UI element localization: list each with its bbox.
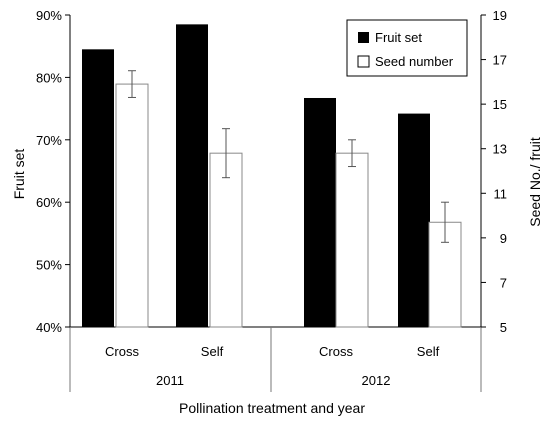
- y2-tick-label: 17: [493, 53, 507, 68]
- bars: [82, 24, 462, 328]
- y-tick-label: 40%: [36, 320, 62, 335]
- bar-seed-number: [115, 83, 149, 328]
- y2-axis-label: Seed No./ fruit: [527, 137, 543, 227]
- y-axis-label: Fruit set: [11, 149, 27, 200]
- y2-tick-label: 7: [500, 275, 507, 290]
- y2-tick-label: 5: [500, 320, 507, 335]
- category-label: Self: [201, 344, 224, 359]
- category-label: Self: [417, 344, 440, 359]
- category-label: Cross: [105, 344, 139, 359]
- x-axis-label: Pollination treatment and year: [179, 400, 365, 416]
- y-tick-label: 70%: [36, 133, 62, 148]
- y-tick-label: 60%: [36, 195, 62, 210]
- category-label: Cross: [319, 344, 353, 359]
- group-label: 2011: [156, 373, 184, 388]
- y2-tick-label: 9: [500, 231, 507, 246]
- ticks: 40% 50% 60% 70% 80% 90% 5 7 9 11 13 15 17 19 Cross Self…: [36, 8, 507, 388]
- legend-swatch-fruit-set: [358, 32, 369, 43]
- y2-tick-label: 19: [493, 8, 507, 23]
- y2-tick-label: 11: [494, 186, 508, 201]
- y-tick-label: 80%: [36, 70, 62, 85]
- bar-fruit-set: [304, 97, 336, 327]
- y2-tick-label: 13: [493, 142, 507, 157]
- y2-tick-label: 15: [493, 97, 507, 112]
- error-bars: [128, 70, 449, 243]
- legend: Fruit set Seed number: [346, 19, 468, 77]
- group-label: 2012: [362, 373, 391, 388]
- legend-swatch-seed-number: [357, 55, 370, 68]
- y-tick-label: 50%: [36, 258, 62, 273]
- bar-fruit-set: [82, 49, 114, 327]
- legend-label-seed-number: Seed number: [375, 54, 454, 69]
- legend-label-fruit-set: Fruit set: [375, 30, 422, 45]
- bar-fruit-set: [176, 24, 208, 328]
- bar-seed-number: [209, 152, 243, 328]
- bar-fruit-set: [398, 113, 430, 327]
- y-tick-label: 90%: [36, 8, 62, 23]
- bar-seed-number: [335, 152, 369, 328]
